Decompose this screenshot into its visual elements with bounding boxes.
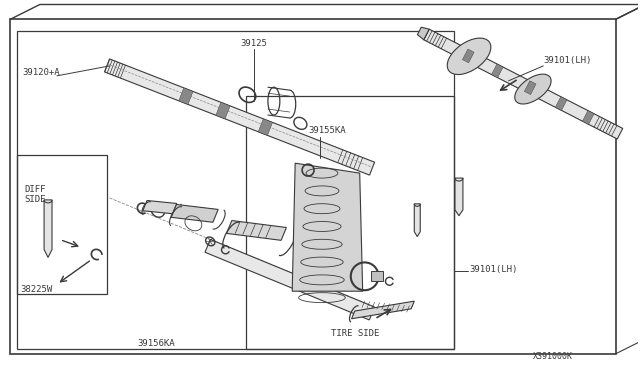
Polygon shape <box>455 178 463 216</box>
Polygon shape <box>417 27 429 40</box>
Ellipse shape <box>515 74 551 104</box>
Polygon shape <box>492 64 503 78</box>
Bar <box>17 31 454 349</box>
Text: 39155KA: 39155KA <box>308 126 346 135</box>
Polygon shape <box>556 97 567 110</box>
Text: 39125: 39125 <box>240 39 267 48</box>
Polygon shape <box>259 119 273 135</box>
Polygon shape <box>227 221 287 240</box>
Text: TIRE SIDE: TIRE SIDE <box>330 329 379 339</box>
Ellipse shape <box>447 38 491 74</box>
Text: X391000K: X391000K <box>533 352 573 361</box>
Polygon shape <box>172 205 218 222</box>
Polygon shape <box>205 240 374 320</box>
Polygon shape <box>414 204 420 237</box>
Bar <box>371 271 383 281</box>
Text: 39101(LH): 39101(LH) <box>543 57 592 65</box>
Polygon shape <box>44 200 52 257</box>
Text: 38225W: 38225W <box>20 285 52 294</box>
Polygon shape <box>424 29 623 139</box>
Text: 39120+A: 39120+A <box>22 68 60 77</box>
Text: 39101(LH): 39101(LH) <box>469 265 517 274</box>
Polygon shape <box>104 59 374 175</box>
Text: 39156KA: 39156KA <box>138 339 175 348</box>
Polygon shape <box>351 301 414 319</box>
Polygon shape <box>216 102 230 119</box>
Polygon shape <box>582 110 594 124</box>
Polygon shape <box>463 49 474 63</box>
Text: DIFF
SIDE: DIFF SIDE <box>24 185 45 204</box>
Bar <box>17 155 107 294</box>
Polygon shape <box>524 81 536 94</box>
Bar <box>246 96 454 349</box>
Polygon shape <box>292 163 363 291</box>
Polygon shape <box>143 201 177 214</box>
Polygon shape <box>179 88 193 105</box>
